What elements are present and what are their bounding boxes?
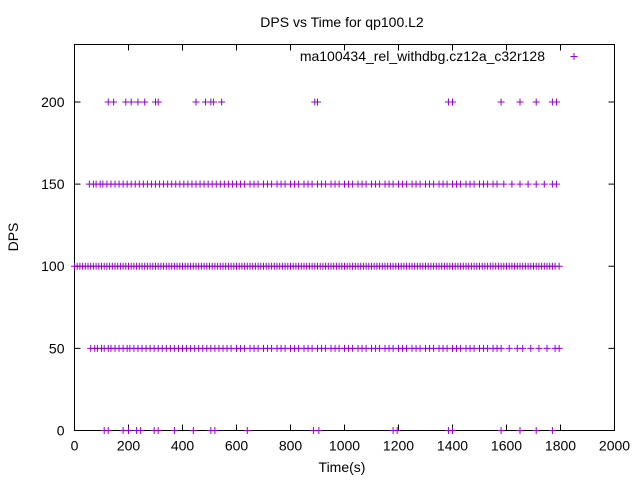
data-point (497, 344, 505, 352)
y-tick-label: 100 (41, 258, 65, 274)
data-point (508, 180, 516, 188)
x-tick-label: 1600 (491, 438, 522, 454)
data-point (192, 98, 200, 106)
data-point (552, 98, 560, 106)
data-point (218, 98, 226, 106)
data-point (527, 344, 535, 352)
data-point (519, 344, 527, 352)
data-point (532, 98, 540, 106)
data-point (540, 180, 548, 188)
data-point (154, 98, 162, 106)
data-point (555, 262, 563, 270)
data-point (543, 344, 551, 352)
data-point (535, 344, 543, 352)
data-point (449, 98, 456, 106)
data-point (393, 427, 401, 434)
legend-plus-marker (570, 53, 578, 60)
data-point (552, 180, 560, 188)
data-point (524, 180, 532, 188)
data-point (505, 344, 513, 352)
data-point (154, 427, 162, 434)
x-tick-label: 0 (71, 438, 79, 454)
x-tick-label: 1200 (383, 438, 414, 454)
y-tick-label: 200 (41, 94, 65, 110)
x-tick-label: 1000 (329, 438, 360, 454)
data-point (137, 427, 145, 434)
data-point (555, 344, 563, 352)
data-point (314, 98, 321, 106)
data-point (170, 427, 178, 434)
legend: ma100434_rel_withdbg.cz12a_c32r128 (300, 48, 578, 64)
data-point (315, 427, 323, 434)
data-point (516, 427, 524, 434)
data-point (493, 180, 501, 188)
data-point (125, 427, 132, 434)
data-point (127, 98, 135, 106)
data-point (141, 98, 149, 106)
data-point (189, 427, 197, 434)
data-point (134, 98, 142, 106)
data-point (449, 427, 456, 434)
data-point (516, 98, 524, 106)
data-point (500, 180, 508, 188)
x-tick-label: 1800 (545, 438, 576, 454)
data-point (104, 427, 112, 434)
x-tick-label: 2000 (599, 438, 630, 454)
x-axis-label: Time(s) (319, 459, 366, 475)
data-point (211, 427, 219, 434)
data-points (71, 98, 563, 434)
chart-title: DPS vs Time for qp100.L2 (260, 14, 424, 30)
data-point (497, 98, 505, 106)
x-tick-label: 400 (171, 438, 195, 454)
y-tick-label: 0 (57, 423, 65, 439)
data-point (532, 427, 540, 434)
x-tick-label: 800 (279, 438, 303, 454)
x-tick-label: 1400 (437, 438, 468, 454)
data-point (110, 98, 118, 106)
data-point (516, 180, 524, 188)
y-tick-label: 50 (49, 340, 65, 356)
x-tick-label: 600 (225, 438, 249, 454)
legend-marker (570, 53, 578, 60)
data-point (532, 180, 540, 188)
legend-label: ma100434_rel_withdbg.cz12a_c32r128 (300, 48, 545, 64)
data-point (548, 427, 556, 434)
data-point (497, 427, 505, 434)
y-tick-label: 150 (41, 176, 65, 192)
data-point (243, 427, 251, 434)
y-axis-label: DPS (5, 223, 21, 252)
axis-ticks: 0 200 400 600 800 1000 1200 1400 1600 1800 2000 0 50… (41, 44, 630, 454)
data-point (210, 98, 218, 106)
x-tick-label: 200 (117, 438, 141, 454)
